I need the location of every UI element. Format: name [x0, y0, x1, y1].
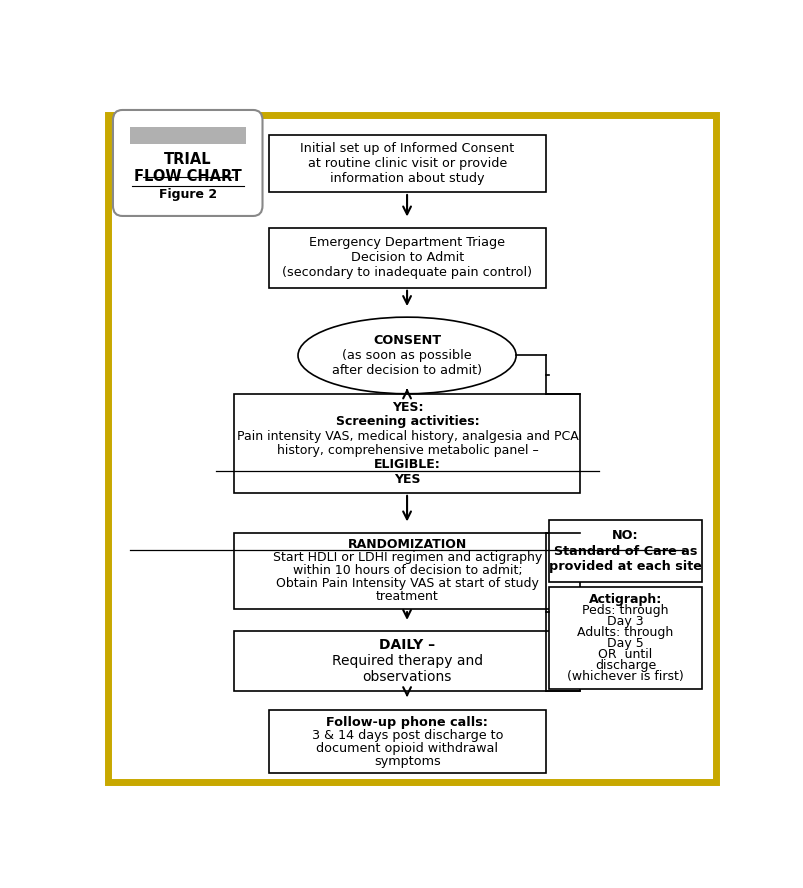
Text: RANDOMIZATION: RANDOMIZATION	[348, 538, 467, 551]
Text: TRIAL
FLOW CHART: TRIAL FLOW CHART	[133, 152, 242, 185]
Text: (whichever is first): (whichever is first)	[566, 670, 683, 683]
Text: Actigraph:: Actigraph:	[588, 593, 661, 606]
Text: Day 3: Day 3	[606, 614, 643, 628]
Text: Standard of Care as: Standard of Care as	[553, 544, 696, 558]
Text: after decision to admit): after decision to admit)	[332, 364, 482, 377]
Text: Pain intensity VAS, medical history, analgesia and PCA: Pain intensity VAS, medical history, ana…	[236, 430, 577, 442]
Text: document opioid withdrawal: document opioid withdrawal	[316, 741, 498, 755]
Bar	[548, 520, 701, 582]
Text: Emergency Department Triage: Emergency Department Triage	[309, 236, 505, 250]
Text: history, comprehensive metabolic panel –: history, comprehensive metabolic panel –	[276, 444, 537, 457]
Text: Decision to Admit: Decision to Admit	[350, 251, 463, 264]
Bar	[268, 135, 545, 192]
Text: DAILY –: DAILY –	[379, 638, 435, 652]
Text: NO:: NO:	[611, 529, 638, 543]
Bar	[130, 127, 246, 144]
Text: (secondary to inadequate pain control): (secondary to inadequate pain control)	[282, 266, 532, 279]
Text: Figure 2: Figure 2	[158, 187, 217, 201]
Text: discharge: discharge	[594, 659, 655, 671]
Text: information about study: information about study	[330, 172, 484, 186]
Text: Required therapy and: Required therapy and	[332, 654, 483, 668]
Text: CONSENT: CONSENT	[373, 334, 441, 347]
Text: OR  until: OR until	[597, 647, 652, 661]
Bar	[234, 393, 580, 493]
Bar	[548, 587, 701, 689]
Text: Adults: through: Adults: through	[577, 626, 673, 638]
Text: Day 5: Day 5	[606, 637, 643, 650]
Bar	[234, 631, 580, 691]
Text: Obtain Pain Intensity VAS at start of study: Obtain Pain Intensity VAS at start of st…	[275, 577, 538, 591]
Bar	[234, 533, 580, 609]
Text: at routine clinic visit or provide: at routine clinic visit or provide	[308, 157, 507, 170]
Text: (as soon as possible: (as soon as possible	[342, 349, 471, 362]
Text: Initial set up of Informed Consent: Initial set up of Informed Consent	[300, 142, 514, 155]
FancyBboxPatch shape	[112, 110, 262, 216]
Text: YES:: YES:	[391, 400, 422, 414]
Bar	[268, 227, 545, 288]
Text: YES: YES	[393, 472, 420, 486]
Text: 3 & 14 days post discharge to: 3 & 14 days post discharge to	[312, 729, 503, 741]
Text: symptoms: symptoms	[373, 755, 440, 768]
Text: observations: observations	[362, 670, 451, 685]
Text: Screening activities:: Screening activities:	[335, 416, 479, 428]
Text: provided at each site: provided at each site	[548, 559, 701, 573]
Text: Peds: through: Peds: through	[581, 604, 668, 617]
Text: treatment: treatment	[376, 591, 438, 603]
Text: Start HDLI or LDHI regimen and actigraphy: Start HDLI or LDHI regimen and actigraph…	[272, 551, 541, 565]
Ellipse shape	[298, 317, 516, 393]
Bar	[268, 710, 545, 773]
Text: within 10 hours of decision to admit;: within 10 hours of decision to admit;	[292, 565, 521, 577]
Text: ELIGIBLE:: ELIGIBLE:	[373, 458, 440, 472]
Text: Follow-up phone calls:: Follow-up phone calls:	[326, 716, 487, 729]
